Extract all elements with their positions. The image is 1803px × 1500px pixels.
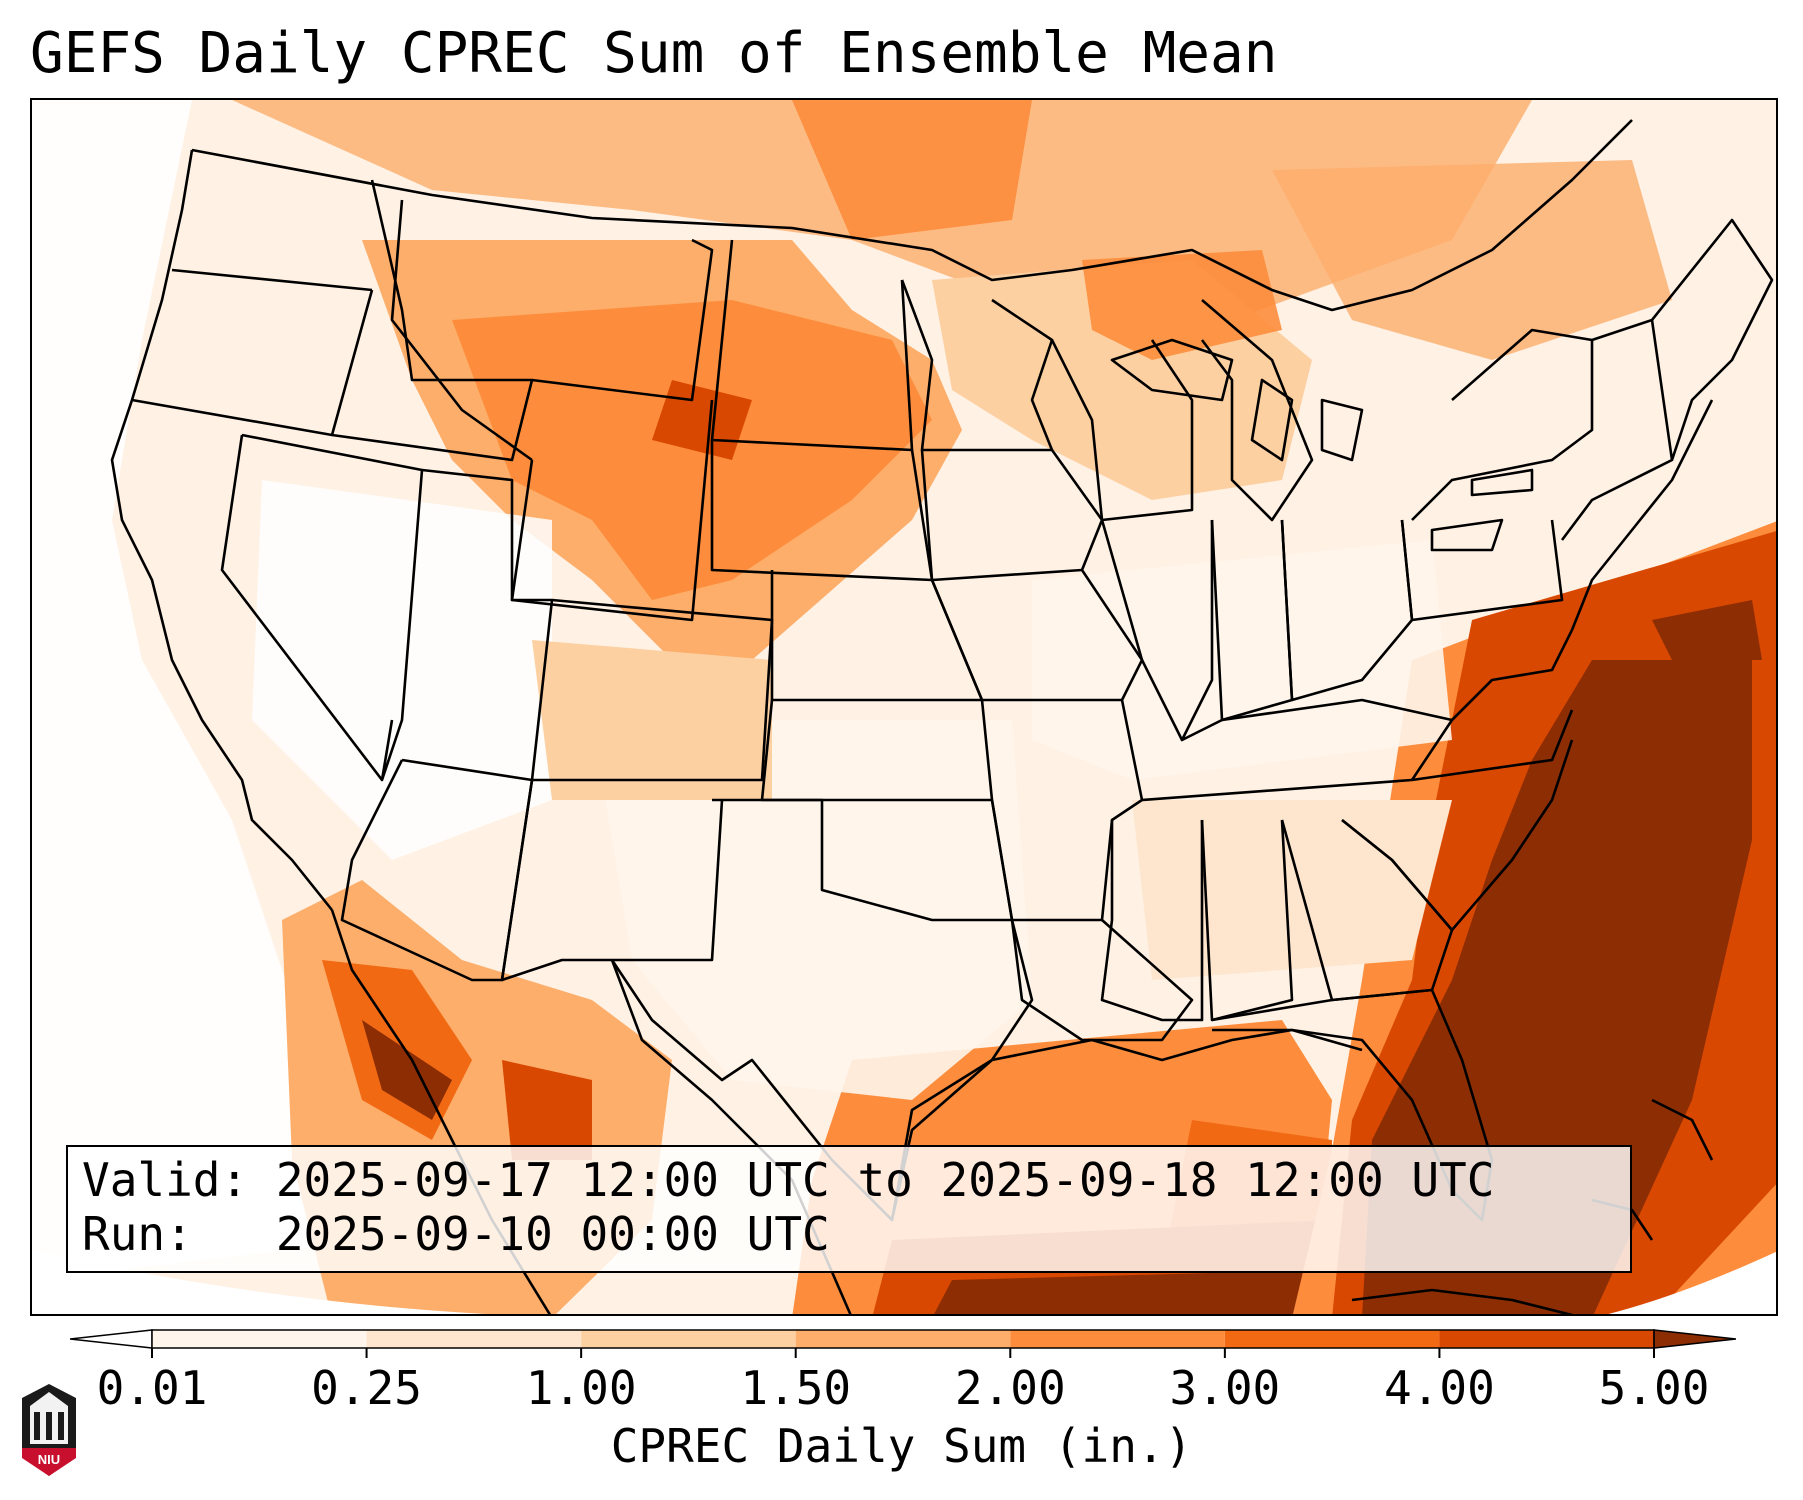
valid-run-info-box: Valid: 2025-09-17 12:00 UTC to 2025-09-1… (66, 1145, 1632, 1273)
colorbar (69, 1318, 1737, 1378)
niu-logo-icon: NIU (22, 1384, 76, 1476)
colorbar-tick-label: 1.50 (740, 1361, 852, 1415)
colorbar-under-triangle (69, 1329, 153, 1349)
colorbar-segment (581, 1330, 796, 1348)
precip-map (32, 100, 1776, 1314)
valid-time-text: Valid: 2025-09-17 12:00 UTC to 2025-09-1… (82, 1153, 1495, 1207)
colorbar-tick-label: 0.25 (311, 1361, 422, 1415)
colorbar-tick-label: 1.00 (525, 1361, 637, 1415)
colorbar-tick-label: 0.01 (96, 1361, 208, 1415)
colorbar-outline (151, 1329, 1655, 1349)
colorbar-tick-label: 5.00 (1598, 1361, 1710, 1415)
chart-title: GEFS Daily CPREC Sum of Ensemble Mean (30, 21, 1278, 86)
run-time-text: Run: 2025-09-10 00:00 UTC (82, 1207, 830, 1261)
colorbar-segment (366, 1330, 582, 1348)
state-boundaries (110, 119, 1774, 1314)
colorbar-over-triangle (1653, 1329, 1737, 1349)
logo-text: NIU (38, 1452, 60, 1467)
colorbar-label: CPREC Daily Sum (in.) (610, 1419, 1193, 1473)
map-panel (30, 98, 1778, 1316)
colorbar-segment (795, 1330, 1011, 1348)
colorbar-segment (1439, 1330, 1654, 1348)
colorbar-tick-label: 4.00 (1384, 1361, 1495, 1415)
colorbar-segment (1010, 1330, 1225, 1348)
colorbar-tick-label: 2.00 (954, 1361, 1066, 1415)
colorbar-segment (1224, 1330, 1440, 1348)
colorbar-tick-label: 3.00 (1169, 1361, 1281, 1415)
colorbar-segment (152, 1330, 367, 1348)
colorbar-svg (69, 1329, 1737, 1358)
